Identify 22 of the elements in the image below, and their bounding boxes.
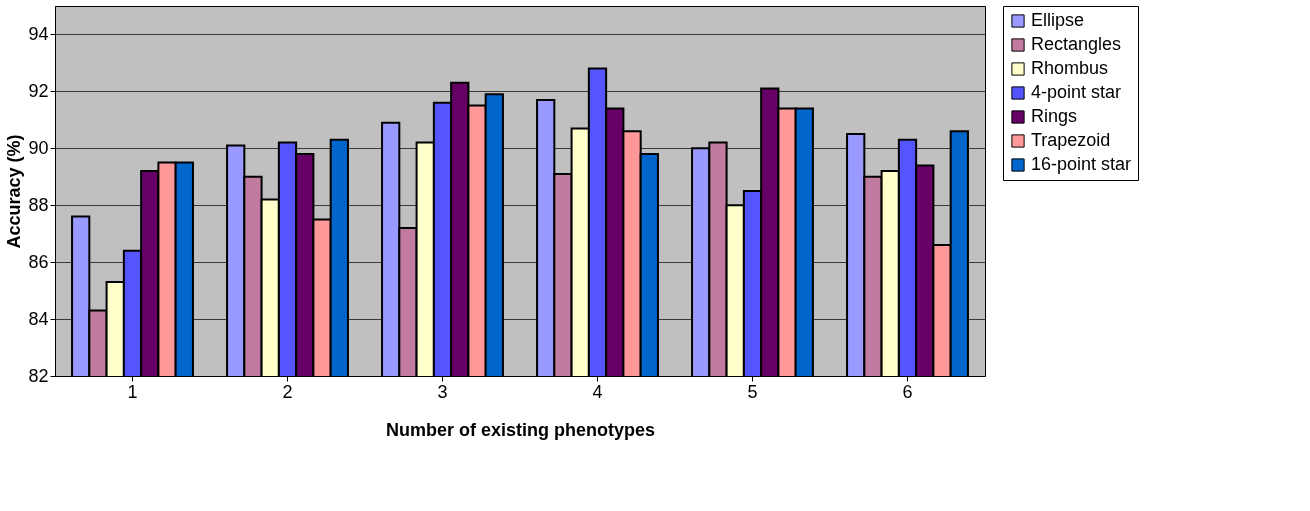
legend-label: Rhombus xyxy=(1031,58,1109,78)
legend-label: Trapezoid xyxy=(1031,130,1111,150)
legend-label: 16-point star xyxy=(1031,154,1132,174)
y-tick-label: 82 xyxy=(28,365,49,386)
x-tick-label: 3 xyxy=(437,381,448,402)
legend-label: Ellipse xyxy=(1031,10,1085,30)
y-tick-label: 94 xyxy=(28,23,49,44)
y-tick-label: 90 xyxy=(28,137,49,158)
legend-label: Rectangles xyxy=(1031,34,1122,54)
y-tick-label: 86 xyxy=(28,251,49,272)
x-tick-label: 5 xyxy=(747,381,758,402)
legend-label: 4-point star xyxy=(1031,82,1122,102)
legend-label: Rings xyxy=(1031,106,1078,126)
x-tick-label: 6 xyxy=(902,381,913,402)
y-axis-title: Accuracy (%) xyxy=(4,134,25,249)
x-tick-label: 1 xyxy=(127,381,138,402)
y-tick-label: 92 xyxy=(28,80,49,101)
x-tick-label: 4 xyxy=(592,381,603,402)
y-tick-label: 88 xyxy=(28,194,49,215)
x-tick-label: 2 xyxy=(282,381,293,402)
x-axis-title: Number of existing phenotypes xyxy=(385,419,656,440)
y-tick-label: 84 xyxy=(28,308,49,329)
